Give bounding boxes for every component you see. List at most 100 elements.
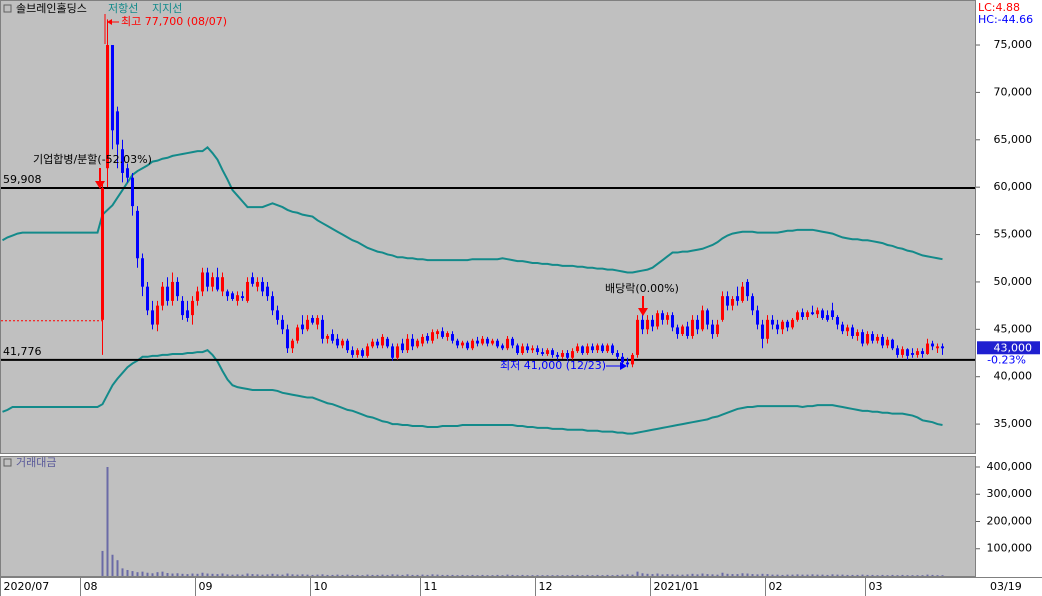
level-label: 41,776 — [3, 345, 42, 358]
candle-body — [831, 310, 834, 318]
chart-title: 솔브레인홀딩스 — [16, 2, 87, 15]
candle-body — [196, 291, 199, 301]
volume-bar — [886, 575, 889, 576]
candle-body — [626, 362, 629, 365]
volume-bar — [246, 573, 249, 576]
volume-bar — [711, 574, 714, 576]
volume-bar — [316, 574, 319, 576]
volume-bar — [261, 574, 264, 576]
y-tick-label: 45,000 — [994, 322, 1033, 335]
volume-bar — [436, 574, 439, 576]
candle-body — [686, 326, 689, 336]
y-tick-label: 60,000 — [994, 180, 1033, 193]
candle-body — [451, 334, 454, 341]
candle-body — [466, 342, 469, 349]
candle-body — [276, 310, 279, 320]
volume-bar — [116, 560, 119, 576]
volume-bar — [566, 575, 569, 576]
candle-body — [546, 350, 549, 354]
candle-body — [456, 340, 459, 346]
candle-body — [676, 327, 679, 335]
annotation-arrowhead — [95, 181, 105, 189]
volume-bar — [161, 571, 164, 576]
candle-body — [711, 324, 714, 335]
candle-body — [151, 310, 154, 325]
candle-body — [306, 319, 309, 330]
volume-bar — [356, 574, 359, 576]
candle-body — [776, 324, 779, 330]
volume-bar — [801, 574, 804, 576]
candle-body — [846, 327, 849, 332]
candle-body — [506, 338, 509, 349]
band-upper — [2, 146, 943, 274]
candle-body — [766, 319, 769, 339]
volume-bar — [121, 568, 124, 576]
volume-bar — [111, 554, 114, 576]
volume-bar — [126, 570, 129, 576]
volume-bar — [226, 574, 229, 576]
volume-bar — [396, 574, 399, 576]
annotation: 최고 77,700 (08/07) — [121, 15, 227, 28]
volume-bar — [376, 574, 379, 576]
candle-body — [221, 277, 224, 292]
candle-body — [516, 345, 519, 354]
volume-bar — [146, 572, 149, 576]
candle-body — [781, 321, 784, 330]
candle-body — [406, 338, 409, 351]
volume-bar — [661, 574, 664, 576]
volume-bar — [531, 575, 534, 576]
volume-bar — [456, 575, 459, 576]
candle-body — [281, 319, 284, 330]
candle-body — [871, 334, 874, 341]
candle-body — [511, 338, 514, 346]
volume-bar — [451, 574, 454, 576]
candle-body — [206, 272, 209, 287]
y-tick-label: 200,000 — [987, 514, 1033, 527]
candle-body — [266, 286, 269, 297]
volume-bar — [846, 574, 849, 576]
volume-bar — [416, 574, 419, 576]
candle-body — [726, 296, 729, 306]
candle-body — [896, 348, 899, 355]
candle-body — [486, 338, 489, 344]
volume-bar — [806, 574, 809, 576]
candle-body — [731, 298, 734, 306]
candle-body — [886, 339, 889, 346]
volume-bar — [901, 574, 904, 576]
y-tick-label: 35,000 — [994, 417, 1033, 430]
volume-bar — [866, 574, 869, 576]
volume-panel — [0, 456, 976, 577]
candle-body — [181, 300, 184, 316]
volume-bar — [736, 574, 739, 576]
volume-bar — [796, 574, 799, 576]
candle-body — [651, 319, 654, 327]
annotation: 최저 41,000 (12/23) — [500, 359, 606, 372]
candle-body — [401, 343, 404, 351]
candle-body — [661, 313, 664, 320]
candle-body — [136, 210, 139, 259]
right-axis-area — [976, 0, 1042, 577]
candle-body — [906, 349, 909, 356]
volume-bar — [581, 575, 584, 576]
candle-body — [366, 346, 369, 356]
annotation-arrowhead — [620, 362, 627, 370]
candle-body — [706, 310, 709, 325]
candle-body — [146, 286, 149, 311]
volume-bar — [256, 574, 259, 576]
volume-bar — [106, 466, 109, 576]
volume-bar — [931, 574, 934, 576]
volume-bar — [621, 574, 624, 576]
candle-body — [866, 334, 869, 344]
candle-body — [941, 346, 944, 349]
volume-bar — [681, 574, 684, 576]
candle-body — [571, 351, 574, 358]
candle-body — [296, 327, 299, 341]
annotation: 기업합병/분할(-52.03%) — [33, 153, 152, 166]
volume-bar — [511, 574, 514, 576]
candle-body — [341, 340, 344, 346]
volume-bar — [251, 574, 254, 576]
candle-body — [226, 291, 229, 297]
candle-body — [161, 286, 164, 306]
